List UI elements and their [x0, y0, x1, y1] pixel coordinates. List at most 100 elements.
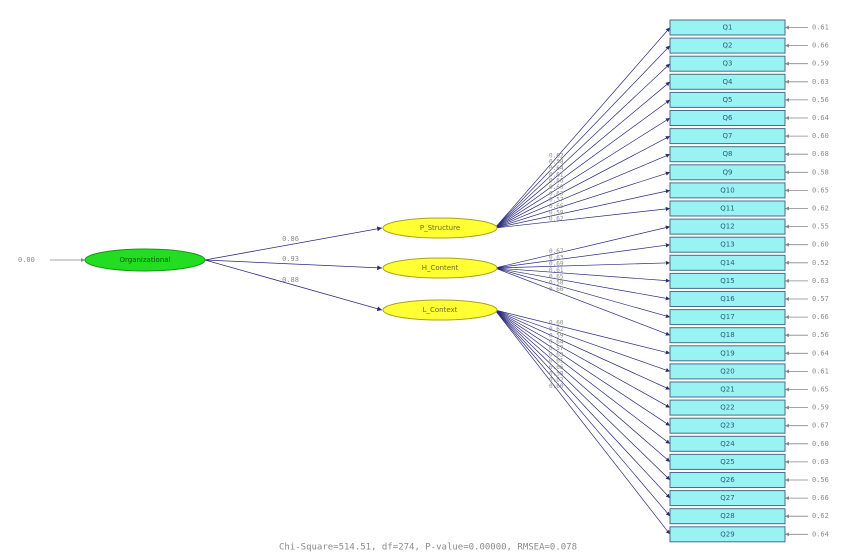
indicator-label: Q13 [720, 241, 734, 249]
error-value: 0.61 [812, 367, 829, 375]
loading-path [494, 309, 671, 408]
error-value: 0.52 [812, 259, 829, 267]
indicator-box [669, 291, 786, 307]
loading-value: 0.63 [549, 190, 564, 197]
indicator-label: Q16 [720, 295, 735, 303]
indicator-box [669, 55, 786, 72]
indicator-label: Q7 [723, 132, 733, 140]
loading-value: 0.62 [549, 216, 564, 223]
loading-value: 0.63 [549, 254, 564, 261]
error-value: 0.64 [812, 114, 829, 122]
indicator-box [669, 182, 786, 199]
indicator-label: Q6 [723, 114, 734, 122]
loading-value: 0.64 [549, 339, 564, 346]
error-value: 0.67 [812, 422, 829, 430]
indicator-box [669, 19, 786, 36]
error-value: 0.63 [812, 277, 829, 285]
error-value: 0.66 [812, 494, 829, 502]
loading-path [494, 260, 671, 269]
indicator-label: Q27 [720, 494, 734, 502]
error-value: 0.60 [812, 132, 829, 140]
structural-path [204, 259, 383, 271]
indicator-box [669, 399, 786, 416]
indicator-box [669, 453, 786, 470]
error-value: 0.60 [812, 440, 829, 448]
loading-path [494, 309, 671, 426]
indicator-label: Q14 [720, 259, 735, 267]
loading-value: 0.65 [549, 203, 564, 210]
loading-value: 0.58 [549, 370, 564, 377]
first-order-latent [382, 257, 498, 279]
loading-value: 0.62 [549, 326, 564, 333]
loading-value: 0.57 [549, 197, 564, 204]
indicator-label: Q1 [723, 24, 733, 32]
indicator-label: Q12 [720, 223, 734, 231]
indicator-label: Q10 [720, 186, 734, 194]
indicator-box [669, 254, 786, 271]
first-order-latent [382, 217, 498, 239]
error-value: 0.65 [812, 386, 829, 394]
loading-path [494, 309, 671, 390]
loading-path [494, 309, 671, 372]
loading-value: 0.67 [549, 248, 564, 255]
indicator-label: Q28 [720, 512, 734, 520]
loading-path [494, 309, 671, 355]
indicator-box [669, 37, 786, 54]
loading-value: 0.61 [549, 358, 564, 365]
structural-path [204, 259, 383, 312]
loading-path [494, 27, 671, 229]
loading-value: 0.62 [549, 377, 564, 384]
error-value: 0.64 [812, 349, 829, 357]
error-value: 0.64 [812, 530, 829, 538]
path-coefficient: 0.86 [282, 235, 299, 243]
indicator-box [669, 381, 786, 398]
error-value: 0.62 [812, 512, 829, 520]
error-value: 0.56 [812, 96, 829, 104]
indicator-label: Q11 [720, 205, 734, 213]
indicator-label: Q15 [720, 277, 734, 285]
structural-path [204, 226, 383, 261]
path-coefficient: 0.88 [282, 276, 299, 284]
error-value: 0.63 [812, 78, 829, 86]
loading-path [494, 309, 671, 481]
indicator-label: Q4 [723, 78, 734, 86]
latent-label: P_Structure [420, 224, 460, 232]
indicator-label: Q2 [723, 42, 733, 50]
loading-value: 0.58 [549, 280, 564, 287]
indicator-box [669, 218, 786, 235]
indicator-label: Q21 [720, 386, 734, 394]
loading-value: 0.66 [549, 286, 564, 293]
indicator-box [669, 435, 786, 452]
error-value: 0.56 [812, 331, 829, 339]
indicator-box [669, 472, 786, 488]
latent-label: Organizational [120, 256, 171, 264]
loading-path [494, 135, 671, 229]
indicator-label: Q20 [720, 367, 734, 375]
indicator-label: Q29 [720, 530, 734, 538]
error-value: 0.59 [812, 404, 829, 412]
indicator-box [669, 73, 786, 90]
loading-path [494, 63, 671, 229]
loading-path [494, 309, 671, 517]
indicator-label: Q9 [723, 168, 733, 176]
loading-value: 0.66 [549, 364, 564, 371]
loading-path [494, 309, 671, 499]
loading-path [494, 267, 671, 301]
indicator-label: Q17 [720, 313, 734, 321]
error-value: 0.58 [812, 168, 829, 176]
loading-value: 0.62 [549, 152, 564, 159]
latent-label: H_Content [422, 264, 459, 272]
loading-value: 0.63 [549, 351, 564, 358]
indicator-label: Q26 [720, 476, 735, 484]
indicator-label: Q25 [720, 458, 734, 466]
loading-path [494, 309, 671, 463]
indicator-label: Q19 [720, 349, 734, 357]
loading-value: 0.60 [549, 383, 564, 390]
error-value: 0.66 [812, 42, 829, 50]
indicator-box [669, 91, 786, 108]
indicator-box [669, 146, 786, 163]
indicator-box [669, 200, 786, 217]
loading-path [494, 267, 671, 283]
indicator-box [669, 508, 786, 525]
